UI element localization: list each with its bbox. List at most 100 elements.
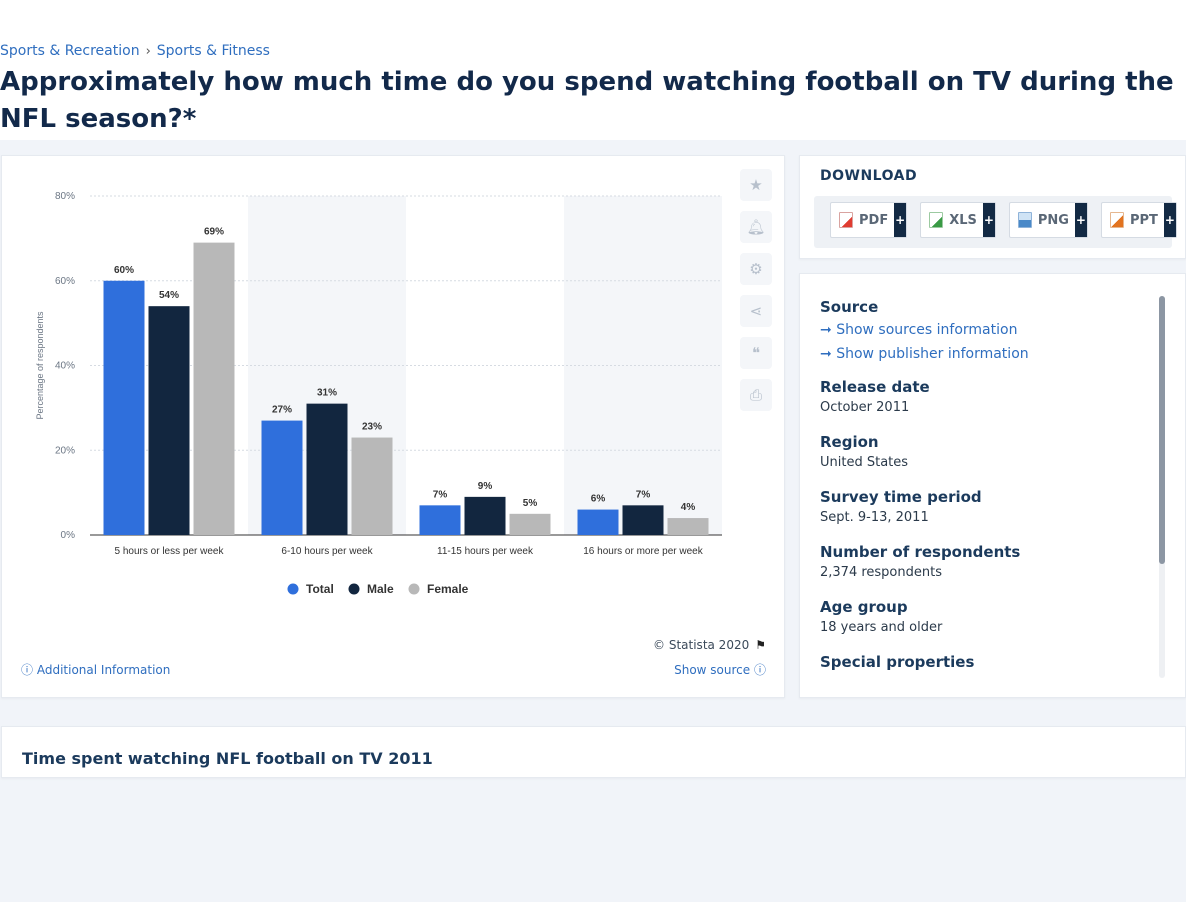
download-png-label: PNG [1037, 212, 1069, 228]
special-properties-heading: Special properties [820, 653, 975, 671]
age-group-value: 18 years and older [820, 620, 943, 635]
additional-information-link[interactable]: ⓘ Additional Information [21, 661, 170, 678]
info-scrollbar[interactable] [1159, 296, 1165, 678]
data-label: 54% [159, 290, 179, 301]
plus-icon: + [1074, 203, 1087, 237]
download-buttons: PDF + XLS + PNG + PPT + [814, 196, 1177, 248]
download-png-button[interactable]: PNG + [1008, 202, 1088, 238]
region-heading: Region [820, 433, 879, 451]
legend-label-total: Total [306, 582, 334, 596]
release-date-value: October 2011 [820, 400, 910, 415]
bar-total [261, 420, 303, 535]
show-sources-link[interactable]: ➞ Show sources information [820, 318, 1140, 342]
header-area: Sports & Recreation › Sports & Fitness A… [0, 0, 1186, 140]
breadcrumb-item-sports-fitness[interactable]: Sports & Fitness [156, 43, 270, 59]
download-xls-label: XLS [949, 212, 977, 228]
bar-total [419, 505, 461, 535]
legend-marker-total [287, 583, 299, 595]
bar-chart: 0% 20% 40% 60% 80% Percentage of respondents 6… [35, 191, 722, 596]
info-list: Source ➞ Show sources information ➞ Show… [820, 296, 1140, 686]
x-tick-label: 11-15 hours per week [437, 546, 534, 557]
data-label: 60% [114, 265, 134, 276]
x-tick-label: 16 hours or more per week [583, 546, 704, 557]
flag-icon[interactable]: ⚑ [755, 638, 766, 652]
pdf-file-icon [839, 212, 853, 228]
show-source-link[interactable]: Show source ⓘ [674, 661, 766, 678]
bell-icon[interactable]: 🔔︎ [740, 211, 772, 243]
ppt-file-icon [1109, 212, 1124, 228]
data-label: 7% [636, 489, 651, 500]
breadcrumb-item-sports-recreation[interactable]: Sports & Recreation [0, 43, 140, 59]
legend-marker-male [348, 583, 360, 595]
breadcrumb: Sports & Recreation › Sports & Fitness [0, 43, 270, 59]
xls-file-icon [929, 212, 944, 228]
bar-female [351, 437, 393, 535]
quote-icon[interactable]: ❝ [740, 337, 772, 369]
related-statistic-title[interactable]: Time spent watching NFL football on TV 2… [22, 749, 433, 768]
bar-male [148, 306, 190, 535]
y-tick-label: 60% [55, 276, 75, 287]
show-publisher-link[interactable]: ➞ Show publisher information [820, 342, 1140, 366]
additional-information-label: Additional Information [36, 663, 171, 677]
chart-tools: ★ 🔔︎ ⚙ ⋖ ❝ ⎙ [740, 169, 772, 411]
region-value: United States [820, 455, 909, 470]
bar-female [509, 513, 551, 535]
x-tick-label: 6-10 hours per week [281, 546, 373, 557]
age-group-heading: Age group [820, 598, 908, 616]
chart-card: 0% 20% 40% 60% 80% Percentage of respondents 6… [1, 155, 785, 698]
y-tick-label: 40% [55, 361, 75, 372]
show-publisher-label: Show publisher information [836, 346, 1029, 362]
source-heading: Source [820, 298, 879, 316]
statistic-info-card: Source ➞ Show sources information ➞ Show… [799, 273, 1186, 698]
download-xls-button[interactable]: XLS + [920, 202, 996, 238]
legend-label-male: Male [367, 582, 394, 596]
gear-icon[interactable]: ⚙ [740, 253, 772, 285]
show-sources-label: Show sources information [836, 322, 1018, 338]
info-scrollbar-thumb[interactable] [1159, 296, 1165, 564]
y-tick-label: 80% [55, 191, 75, 202]
data-label: 23% [362, 422, 382, 433]
data-label: 4% [681, 502, 696, 513]
download-title: DOWNLOAD [820, 168, 918, 184]
plus-icon: + [1163, 203, 1176, 237]
download-pdf-label: PDF [859, 212, 889, 228]
plus-icon: + [982, 203, 995, 237]
arrow-right-icon: ➞ [820, 322, 832, 338]
plus-icon: + [894, 203, 907, 237]
data-label: 5% [523, 498, 538, 509]
download-ppt-button[interactable]: PPT + [1100, 202, 1177, 238]
page-title: Approximately how much time do you spend… [0, 67, 1174, 134]
release-date-heading: Release date [820, 378, 930, 396]
y-tick-label: 20% [55, 445, 75, 456]
info-icon: ⓘ [21, 663, 34, 677]
related-statistic-card: Time spent watching NFL football on TV 2… [1, 726, 1186, 778]
y-axis-label: Percentage of respondents [35, 311, 45, 420]
show-source-label: Show source [674, 663, 751, 677]
download-card: DOWNLOAD PDF + XLS + PNG + PPT + [799, 155, 1186, 259]
star-icon[interactable]: ★ [740, 169, 772, 201]
bar-total [577, 509, 619, 535]
print-icon[interactable]: ⎙ [740, 379, 772, 411]
data-label: 9% [478, 481, 493, 492]
breadcrumb-separator: › [145, 43, 151, 59]
png-file-icon [1017, 212, 1032, 228]
respondents-value: 2,374 respondents [820, 565, 942, 580]
bar-male [464, 496, 506, 535]
bar-male [622, 505, 664, 535]
survey-period-heading: Survey time period [820, 488, 982, 506]
copyright: © Statista 2020 ⚑ [653, 638, 766, 652]
respondents-heading: Number of respondents [820, 543, 1021, 561]
arrow-right-icon: ➞ [820, 346, 832, 362]
info-icon: ⓘ [753, 663, 766, 677]
data-label: 6% [591, 494, 606, 505]
download-pdf-button[interactable]: PDF + [830, 202, 908, 238]
bar-male [306, 403, 348, 535]
data-label: 31% [317, 388, 337, 399]
data-label: 7% [433, 489, 448, 500]
legend-label-female: Female [427, 582, 469, 596]
data-label: 69% [204, 227, 224, 238]
survey-period-value: Sept. 9-13, 2011 [820, 510, 929, 525]
download-ppt-label: PPT [1129, 212, 1158, 228]
bar-female [193, 242, 235, 536]
share-icon[interactable]: ⋖ [740, 295, 772, 327]
